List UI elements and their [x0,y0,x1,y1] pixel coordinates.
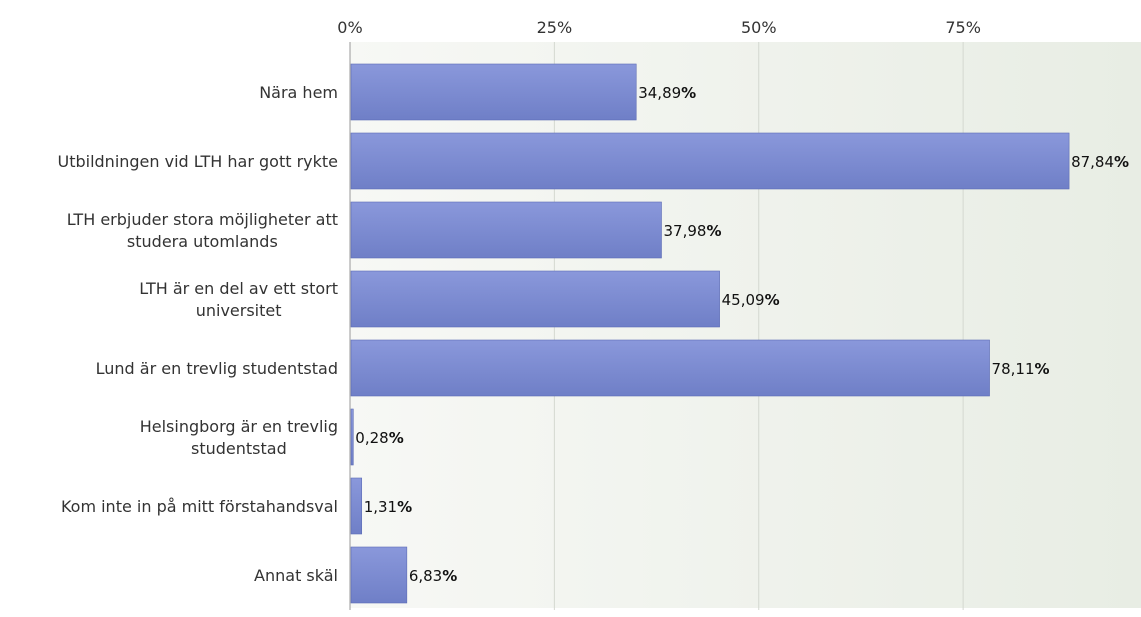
category-label: Kom inte in på mitt förstahandsval [61,497,338,516]
x-tick-label: 75% [945,18,981,37]
data-label: 6,83% [409,567,457,585]
category-label: Utbildningen vid LTH har gott rykte [57,152,338,171]
bar [350,270,720,328]
category-label: Annat skäl [254,566,338,585]
x-tick-label: 25% [537,18,573,37]
bar [350,546,408,604]
category-label: Helsingborg är en trevlig studentstad [140,417,338,458]
x-axis-ticks: 0% 25% 50% 75% [337,18,981,37]
category-labels: Nära hem Utbildningen vid LTH har gott ry… [57,83,338,585]
x-tick-label: 0% [337,18,362,37]
data-label: 37,98% [663,222,721,240]
data-label: 0,28% [355,429,403,447]
bar [350,63,637,121]
bar [350,339,990,397]
data-label: 1,31% [364,498,412,516]
data-label: 45,09% [722,291,780,309]
category-label: Lund är en trevlig studentstad [96,359,338,378]
data-label: 87,84% [1071,153,1129,171]
bar [350,132,1070,190]
category-label: Nära hem [259,83,338,102]
category-label: LTH erbjuder stora möjligheter att studer… [67,210,338,251]
bar [350,408,354,466]
bar [350,477,363,535]
data-label: 78,11% [992,360,1050,378]
data-labels: 34,89% 87,84% 37,98% 45,09% 78,11% 0,28% 1,31%… [355,84,1129,585]
data-label: 34,89% [638,84,696,102]
x-tick-label: 50% [741,18,777,37]
bar [350,201,662,259]
bars [350,63,1070,604]
category-label: LTH är en del av ett stort universitet [139,279,338,320]
